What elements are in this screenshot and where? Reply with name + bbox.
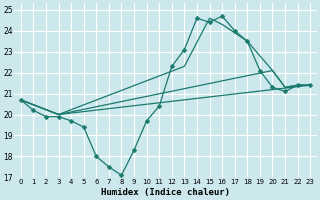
X-axis label: Humidex (Indice chaleur): Humidex (Indice chaleur) bbox=[101, 188, 230, 197]
